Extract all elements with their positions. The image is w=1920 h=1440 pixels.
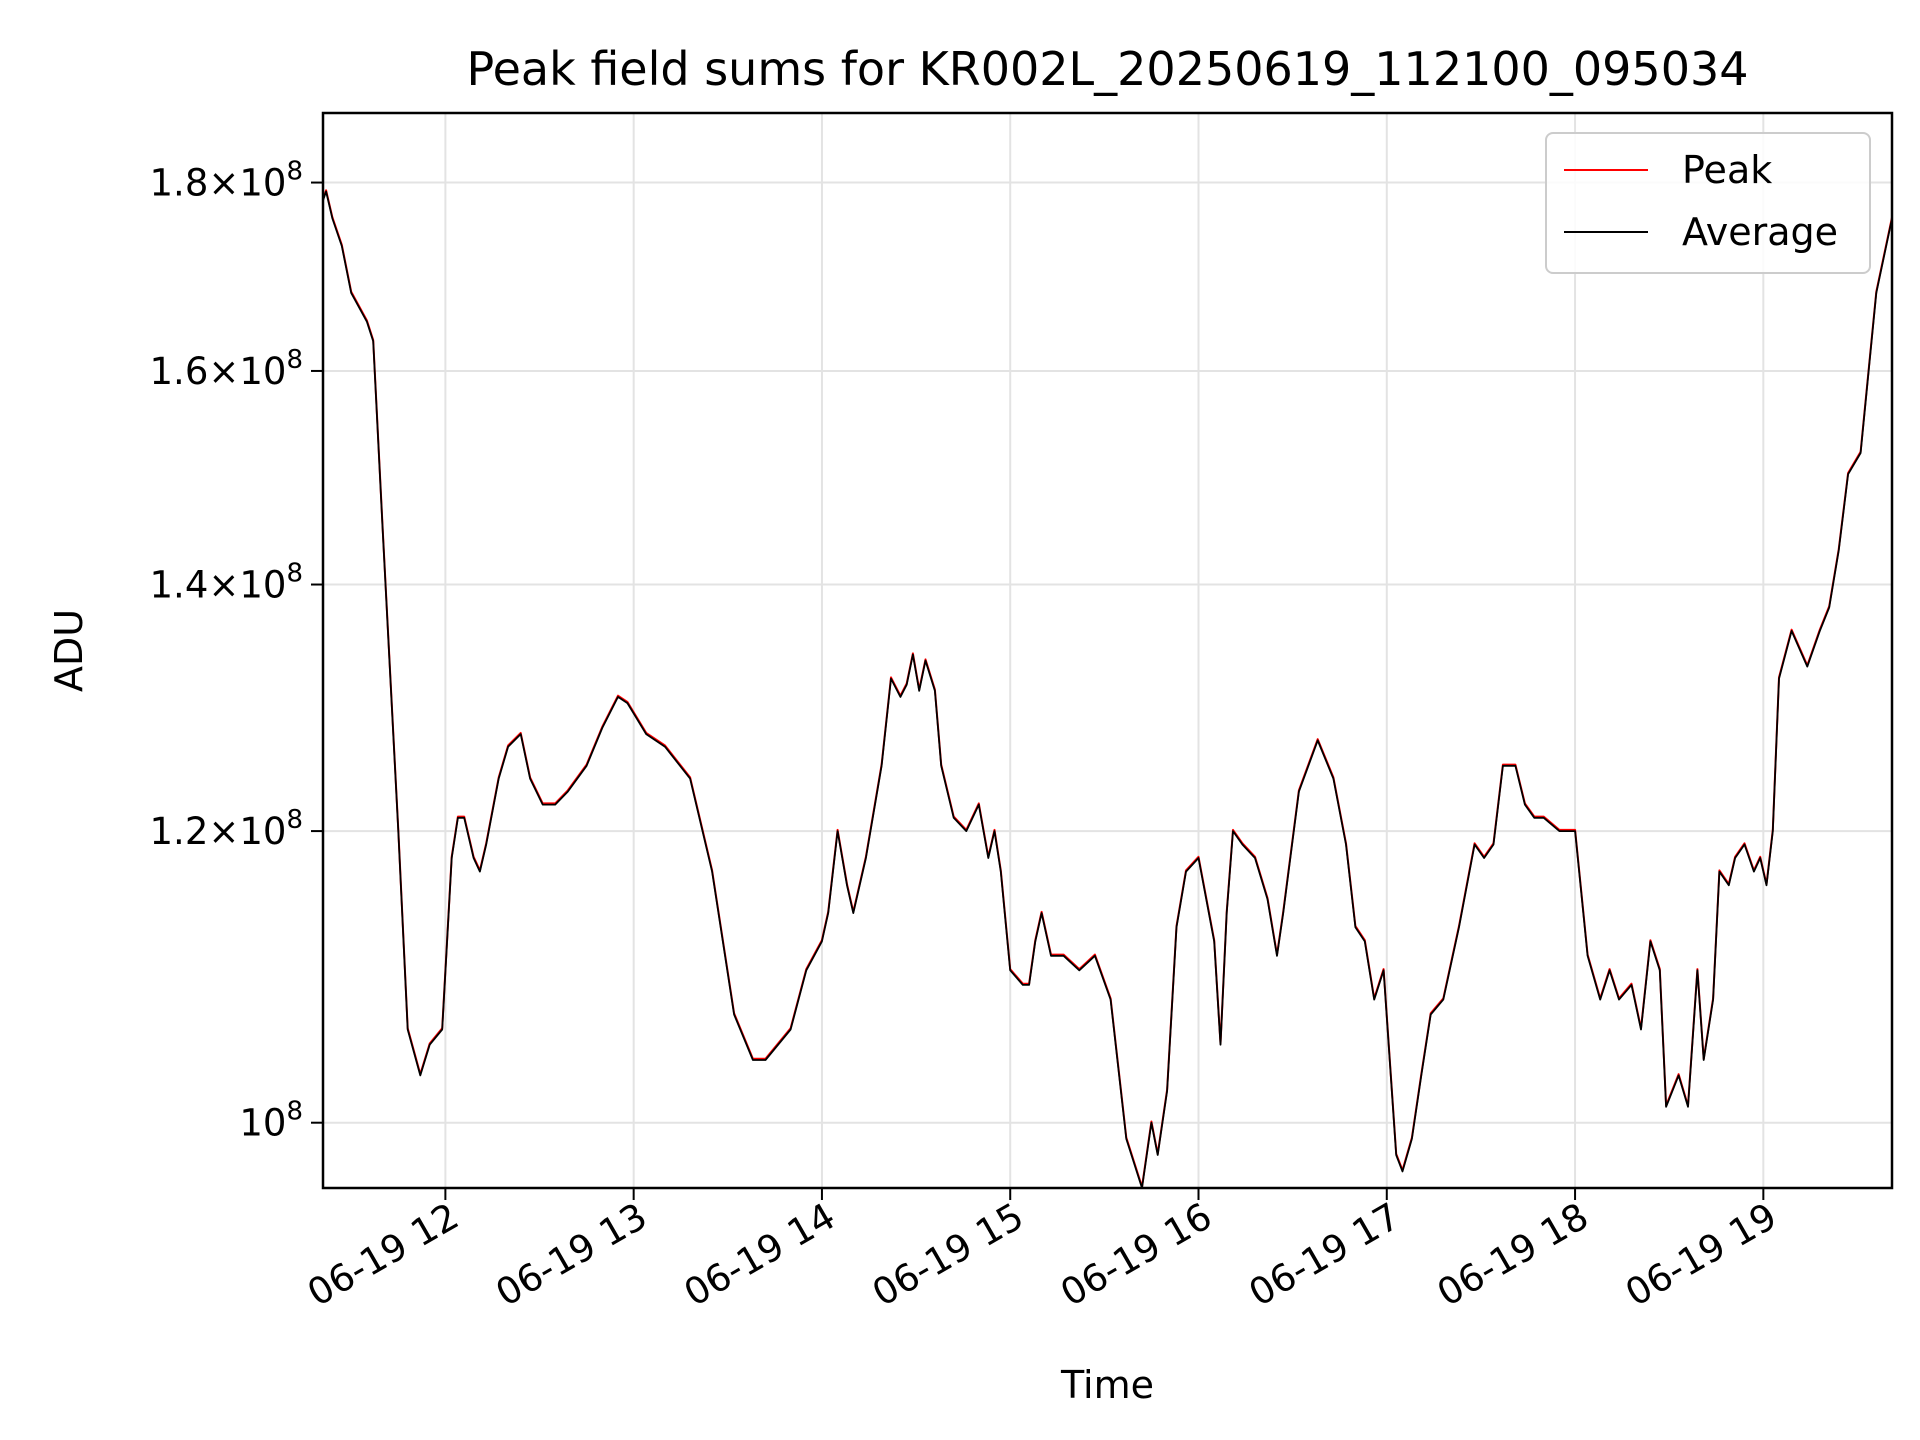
x-axis: 06-19 12 06-19 13 06-19 14 06-19 15 06-19 16… bbox=[300, 1188, 1784, 1315]
x-tick-label: 06-19 19 bbox=[1618, 1195, 1784, 1315]
chart-title: Peak field sums for KR002L_20250619_1121… bbox=[466, 42, 1748, 96]
legend: Peak Average bbox=[1545, 132, 1871, 274]
x-tick-label: 06-19 17 bbox=[1242, 1195, 1408, 1315]
y-axis: 1.8×108 1.6×108 1.4×108 1.2×108 108 bbox=[150, 157, 323, 1145]
x-tick-label: 06-19 16 bbox=[1053, 1195, 1219, 1315]
x-axis-label: Time bbox=[1060, 1363, 1154, 1407]
y-tick-label: 1.8×108 bbox=[150, 157, 303, 205]
x-tick-label: 06-19 13 bbox=[489, 1195, 655, 1315]
y-axis-label: ADU bbox=[47, 609, 91, 692]
series-line-average bbox=[323, 190, 1892, 1188]
y-tick-label: 1.6×108 bbox=[150, 345, 303, 393]
series-line-peak bbox=[323, 113, 1892, 1188]
x-tick-label: 06-19 15 bbox=[865, 1195, 1031, 1315]
plot-frame bbox=[321, 111, 1894, 1190]
series-lines bbox=[323, 113, 1892, 1188]
legend-box bbox=[1545, 132, 1871, 274]
x-tick-label: 06-19 12 bbox=[300, 1195, 466, 1315]
y-tick-label: 108 bbox=[239, 1097, 303, 1145]
legend-label-average: Average bbox=[1682, 210, 1838, 254]
x-tick-label: 06-19 18 bbox=[1430, 1195, 1596, 1315]
grid-lines bbox=[323, 113, 1892, 1188]
y-tick-label: 1.4×108 bbox=[150, 559, 303, 607]
y-tick-label: 1.2×108 bbox=[150, 805, 303, 853]
legend-label-peak: Peak bbox=[1682, 148, 1772, 192]
x-tick-label: 06-19 14 bbox=[677, 1195, 843, 1315]
